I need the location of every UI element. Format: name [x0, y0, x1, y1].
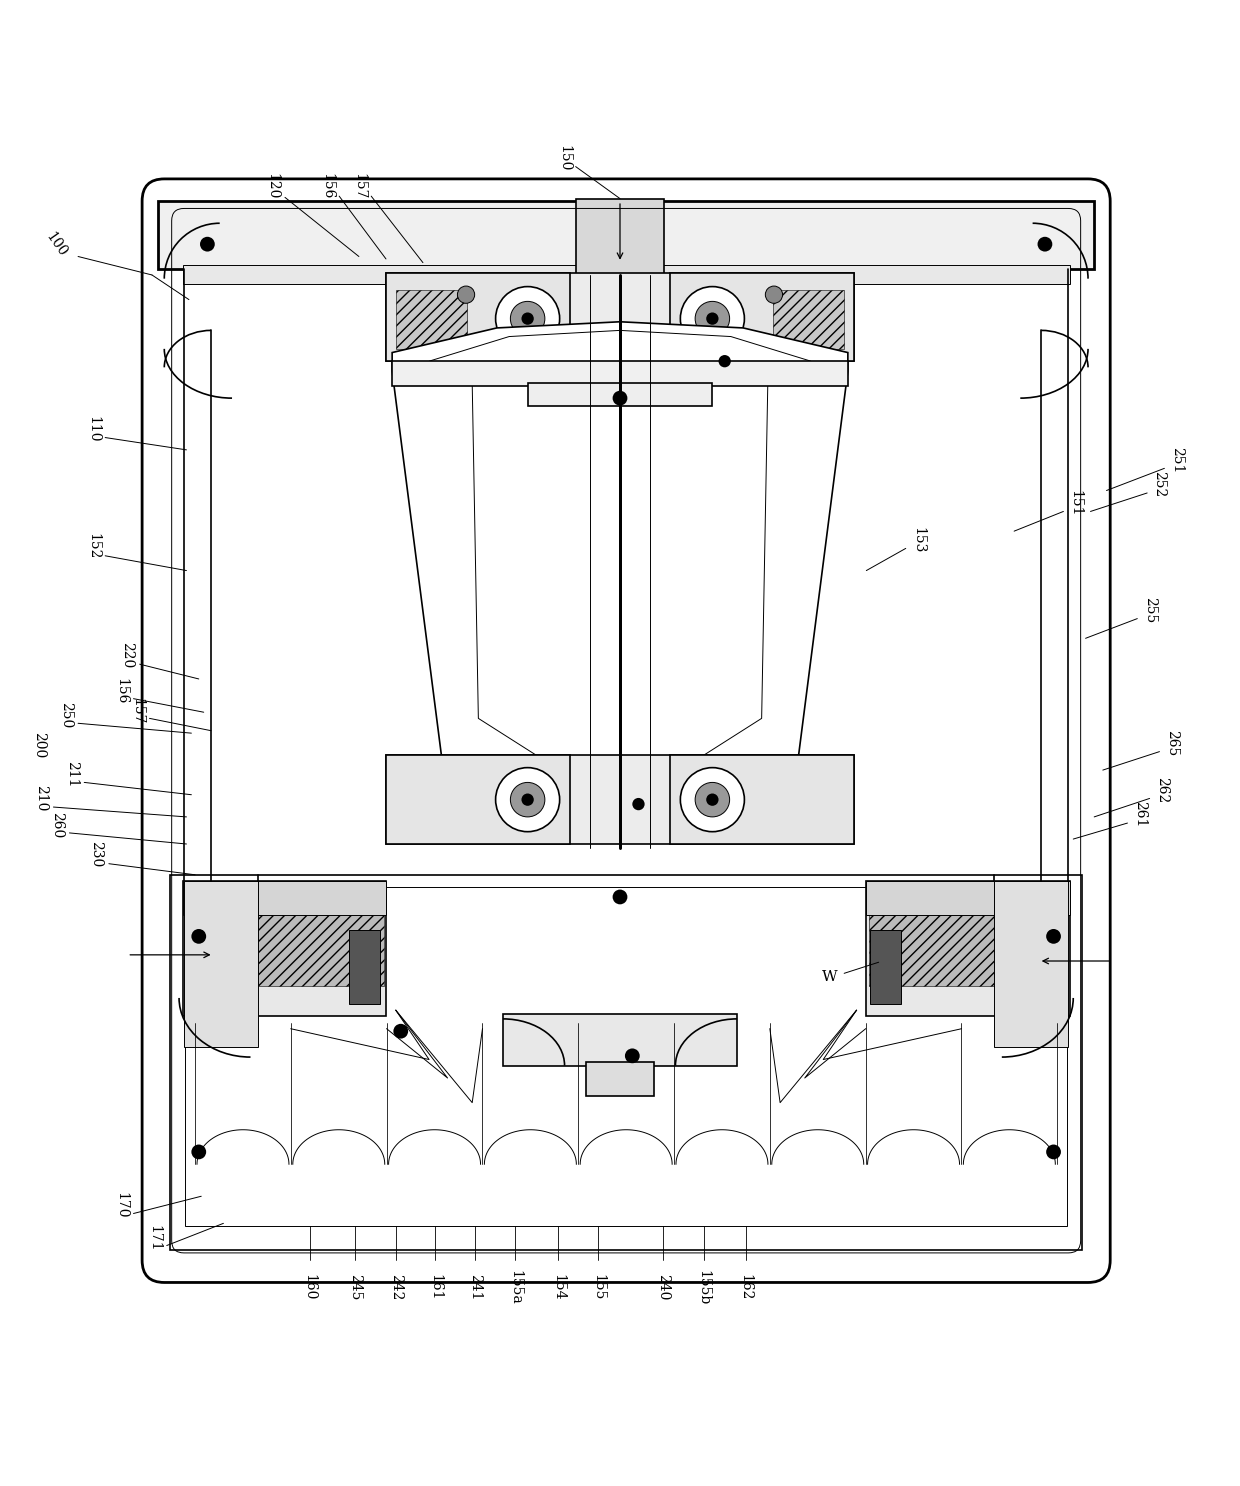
Bar: [185, 887, 1068, 1226]
Circle shape: [1038, 236, 1053, 251]
Text: 240: 240: [656, 1274, 670, 1300]
Text: 110: 110: [86, 416, 100, 443]
Circle shape: [696, 783, 729, 817]
Text: 120: 120: [265, 172, 280, 199]
Circle shape: [200, 236, 215, 251]
Polygon shape: [386, 272, 569, 361]
Polygon shape: [671, 272, 854, 361]
Text: 154: 154: [552, 1274, 565, 1300]
Text: 245: 245: [348, 1274, 362, 1300]
Bar: [1033, 930, 1064, 1005]
Circle shape: [511, 302, 544, 336]
Circle shape: [707, 312, 718, 325]
Bar: [182, 265, 1070, 284]
Text: 157: 157: [130, 698, 144, 724]
Bar: [575, 199, 665, 275]
Text: 265: 265: [1164, 730, 1179, 756]
Text: 262: 262: [1154, 777, 1169, 802]
Text: 152: 152: [86, 533, 100, 559]
Text: 155: 155: [590, 1274, 605, 1300]
Circle shape: [632, 798, 645, 810]
Text: 210: 210: [35, 785, 48, 811]
Bar: [170, 875, 1081, 1250]
Bar: [994, 881, 1069, 1048]
Circle shape: [191, 929, 206, 944]
Circle shape: [681, 768, 744, 832]
Circle shape: [393, 1024, 408, 1039]
Bar: [182, 881, 386, 1016]
Circle shape: [522, 794, 533, 805]
Text: 171: 171: [148, 1224, 161, 1251]
Text: 220: 220: [120, 642, 134, 669]
Bar: [185, 912, 383, 985]
Bar: [182, 881, 386, 915]
Text: 170: 170: [114, 1192, 128, 1219]
Bar: [528, 383, 712, 406]
Bar: [585, 1062, 655, 1097]
Bar: [386, 272, 854, 361]
Text: 241: 241: [467, 1274, 481, 1300]
Bar: [869, 912, 1068, 985]
Circle shape: [1047, 929, 1061, 944]
Text: 211: 211: [64, 761, 79, 788]
Text: 100: 100: [42, 229, 69, 259]
Circle shape: [696, 302, 729, 336]
Circle shape: [613, 890, 627, 905]
Circle shape: [458, 285, 475, 303]
Text: 255: 255: [1142, 597, 1157, 623]
Circle shape: [496, 768, 559, 832]
Bar: [184, 881, 258, 1048]
Polygon shape: [671, 755, 854, 844]
Text: 156: 156: [320, 172, 334, 199]
Polygon shape: [386, 755, 569, 844]
Text: 155b: 155b: [697, 1269, 711, 1305]
Circle shape: [613, 391, 627, 406]
Text: W: W: [822, 970, 837, 984]
Text: 153: 153: [911, 526, 925, 553]
Circle shape: [191, 1144, 206, 1159]
Polygon shape: [392, 322, 848, 802]
Text: 161: 161: [428, 1274, 443, 1300]
Bar: [159, 201, 1094, 269]
Text: 162: 162: [739, 1274, 753, 1300]
Bar: [348, 930, 379, 1005]
Text: 200: 200: [32, 733, 46, 758]
Text: 155a: 155a: [508, 1271, 522, 1305]
Text: 261: 261: [1133, 801, 1147, 828]
Circle shape: [718, 355, 730, 367]
Bar: [396, 290, 467, 349]
Circle shape: [688, 771, 701, 783]
Circle shape: [496, 287, 559, 351]
Circle shape: [681, 287, 744, 351]
Text: 260: 260: [50, 813, 64, 838]
Circle shape: [625, 1049, 640, 1064]
Bar: [386, 755, 854, 844]
Bar: [867, 881, 1070, 1016]
Text: 150: 150: [558, 144, 572, 171]
Bar: [870, 930, 900, 1005]
Circle shape: [765, 285, 782, 303]
Bar: [773, 290, 844, 349]
Circle shape: [707, 794, 718, 805]
Text: 251: 251: [1169, 446, 1184, 473]
Circle shape: [1047, 1144, 1061, 1159]
Text: 242: 242: [389, 1274, 403, 1300]
Circle shape: [511, 783, 544, 817]
Bar: [503, 1013, 737, 1065]
Text: 250: 250: [58, 701, 73, 728]
Text: 156: 156: [114, 678, 128, 704]
Text: 230: 230: [89, 841, 104, 866]
Text: 157: 157: [352, 172, 366, 199]
Bar: [392, 361, 848, 386]
Text: 151: 151: [1069, 489, 1083, 516]
FancyBboxPatch shape: [143, 178, 1110, 1282]
Text: 160: 160: [303, 1274, 316, 1300]
Bar: [186, 930, 217, 1005]
Bar: [867, 881, 1070, 915]
Text: 252: 252: [1152, 471, 1167, 498]
Circle shape: [522, 312, 533, 325]
